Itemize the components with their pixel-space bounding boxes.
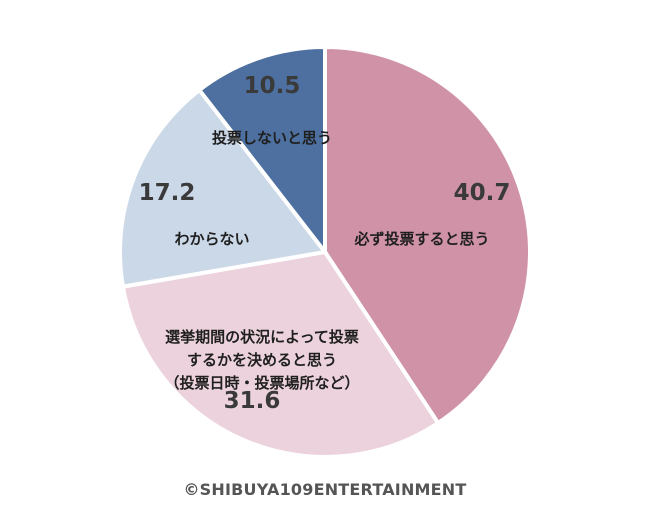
pie-slice xyxy=(118,87,329,289)
slice-category-label: 必ず投票すると思う xyxy=(353,230,489,248)
slice-category-label: 投票しないと思う xyxy=(212,129,332,147)
pie-slice xyxy=(120,249,441,459)
slice-category-label: わからない xyxy=(174,230,249,248)
slice-value-label: 17.2 xyxy=(139,180,196,206)
slice-category-label: （投票日時・投票場所など） xyxy=(164,374,359,392)
slice-value-label: 40.7 xyxy=(454,180,511,206)
pie-slice xyxy=(196,44,327,258)
copyright-text: ©SHIBUYA109ENTERTAINMENT xyxy=(183,480,467,499)
slice-category-label: 選挙期間の状況によって投票 xyxy=(165,328,359,346)
slice-value-label: 31.6 xyxy=(224,388,281,414)
slice-value-label: 10.5 xyxy=(244,73,301,99)
slice-category-label: するかを決めると思う xyxy=(187,351,337,369)
pie-slices xyxy=(118,44,532,459)
pie-labels: 40.7 必ず投票すると思う 31.6 選挙期間の状況によって投票するかを決めると思う… xyxy=(139,73,511,414)
